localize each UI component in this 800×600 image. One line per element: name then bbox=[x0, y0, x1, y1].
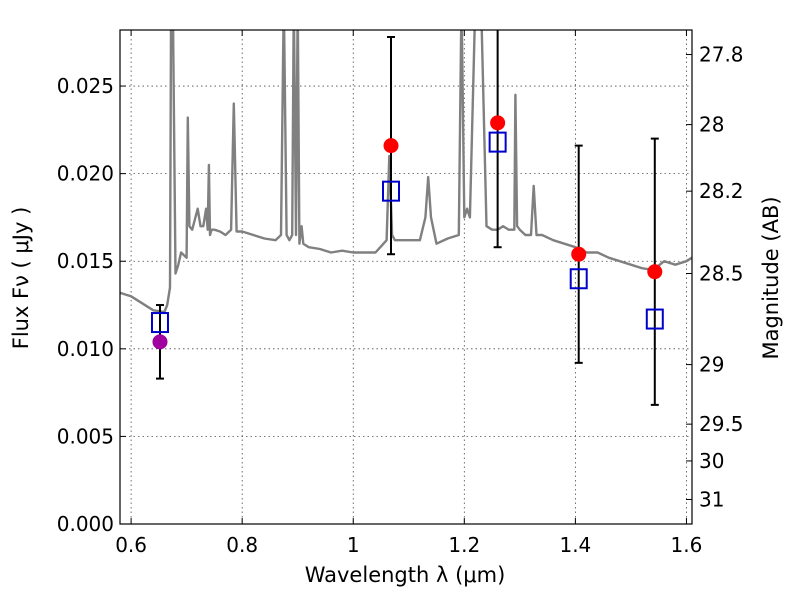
x-tick-label: 0.6 bbox=[115, 533, 147, 557]
y-axis-right-title: Magnitude (AB) bbox=[759, 196, 783, 359]
right-tick-label: 29.5 bbox=[699, 412, 744, 436]
x-tick-label: 1 bbox=[347, 533, 360, 557]
model-square-marker bbox=[569, 268, 588, 290]
model-square-marker bbox=[382, 180, 401, 202]
right-tick-label: 28 bbox=[699, 113, 724, 137]
x-tick-label: 1.6 bbox=[671, 533, 703, 557]
y-axis-title: Flux Fν ( μJy ) bbox=[9, 207, 33, 350]
y-tick-label: 0.005 bbox=[57, 424, 114, 448]
data-points bbox=[150, 115, 664, 350]
right-tick-label: 27.8 bbox=[699, 43, 744, 67]
observed-flux-marker bbox=[152, 334, 168, 350]
model-square-marker bbox=[488, 131, 507, 153]
y-tick-label: 0.000 bbox=[57, 512, 114, 536]
model-square-marker bbox=[645, 308, 664, 330]
model-square-marker bbox=[150, 312, 169, 334]
y-tick-label: 0.020 bbox=[57, 162, 114, 186]
right-tick-label: 30 bbox=[699, 449, 724, 473]
spectrum-line bbox=[120, 30, 692, 314]
grid-lines bbox=[120, 30, 692, 525]
axes-ticks: 0.6 0.8 1 1.2 1.4 1.6 0.000 0.005 0.010 0.015 0.02… bbox=[57, 30, 744, 557]
spectrum-layer bbox=[120, 30, 692, 314]
observed-flux-marker bbox=[571, 246, 587, 262]
plot-frame bbox=[119, 29, 693, 525]
observed-flux-marker bbox=[383, 138, 399, 154]
right-tick-label: 28.5 bbox=[699, 261, 744, 285]
x-tick-label: 1.2 bbox=[448, 533, 480, 557]
y-tick-label: 0.015 bbox=[57, 249, 114, 273]
x-tick-label: 1.4 bbox=[559, 533, 591, 557]
right-tick-label: 31 bbox=[699, 487, 724, 511]
y-tick-label: 0.025 bbox=[57, 74, 114, 98]
right-tick-label: 29 bbox=[699, 353, 724, 377]
x-tick-label: 0.8 bbox=[226, 533, 258, 557]
observed-flux-marker bbox=[490, 115, 506, 131]
right-tick-label: 28.2 bbox=[699, 179, 744, 203]
y-tick-label: 0.010 bbox=[57, 337, 114, 361]
observed-flux-marker bbox=[647, 264, 663, 280]
x-axis-title: Wavelength λ (μm) bbox=[305, 563, 506, 587]
